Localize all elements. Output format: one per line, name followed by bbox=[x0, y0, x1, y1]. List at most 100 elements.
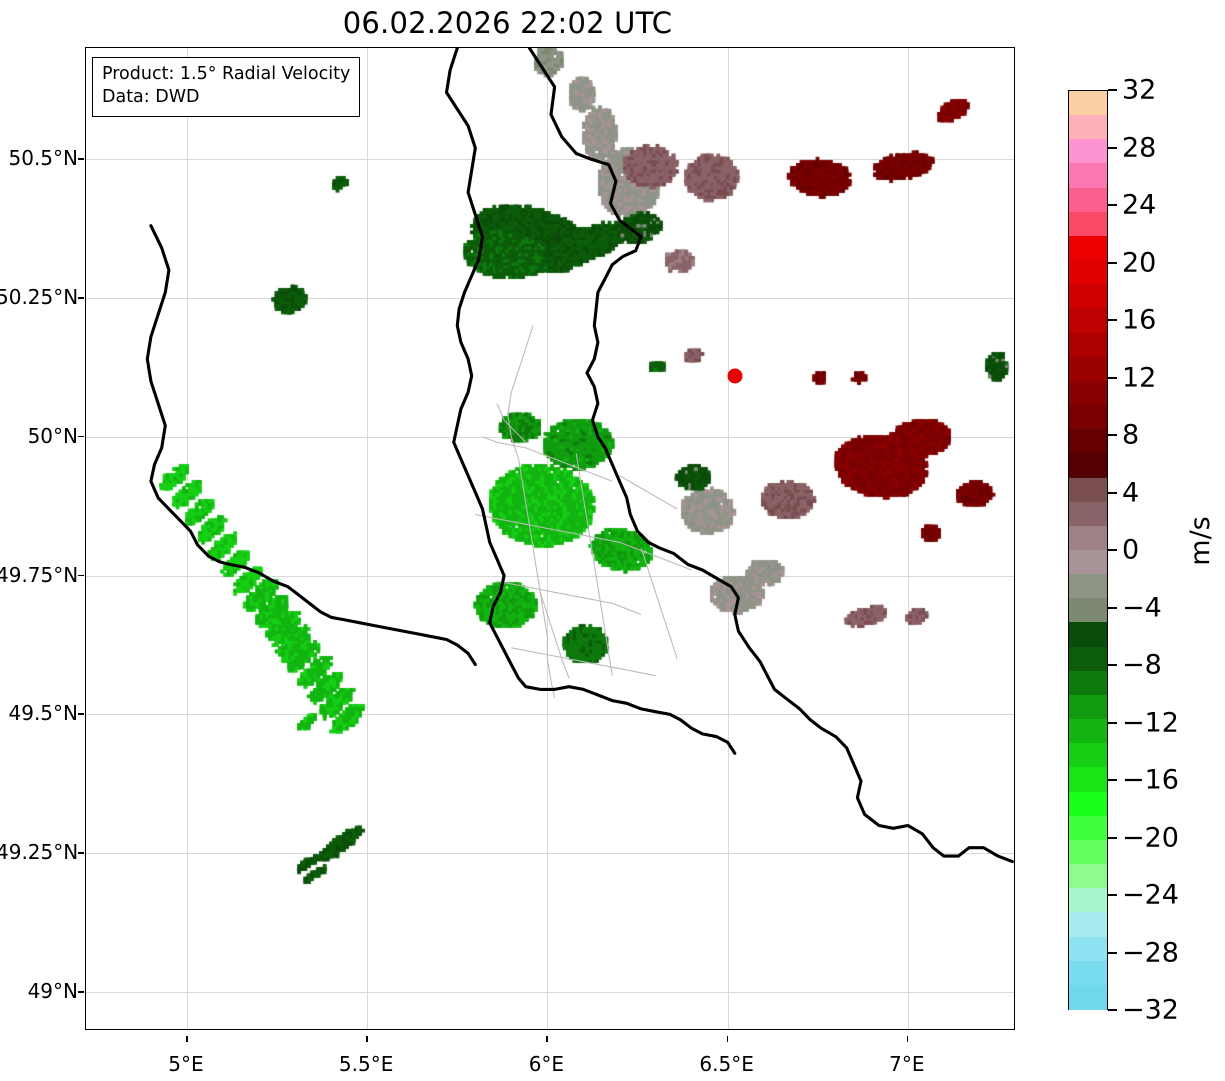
district-border-path bbox=[475, 513, 692, 571]
y-axis-tick-mark bbox=[78, 574, 84, 577]
y-axis-tick-mark bbox=[78, 158, 84, 160]
colorbar-tick-mark bbox=[1108, 606, 1117, 609]
district-border-path bbox=[496, 403, 527, 443]
district-border-path bbox=[640, 547, 678, 660]
colorbar-segment bbox=[1069, 646, 1107, 672]
y-axis-tick-mark bbox=[78, 991, 84, 993]
country-border-path bbox=[527, 48, 1014, 864]
y-axis-tick-label: 49.5°N bbox=[8, 701, 79, 726]
y-axis-tick-label: 49.75°N bbox=[0, 562, 79, 587]
map-borders-layer bbox=[145, 48, 1014, 864]
map-canvas bbox=[86, 48, 1014, 1029]
colorbar-segment bbox=[1069, 888, 1107, 914]
x-axis-tick-mark bbox=[546, 1036, 548, 1042]
colorbar-tick-label: −28 bbox=[1122, 937, 1179, 968]
district-border-path bbox=[575, 453, 613, 676]
colorbar-segment bbox=[1069, 308, 1107, 334]
country-border-path bbox=[444, 48, 737, 755]
colorbar-segment bbox=[1069, 670, 1107, 697]
colorbar-segment bbox=[1069, 501, 1107, 527]
page-title: 06.02.2026 22:02 UTC bbox=[342, 6, 673, 40]
y-axis-tick-label: 49.25°N bbox=[0, 840, 79, 865]
radar-site-marker[interactable] bbox=[727, 368, 743, 384]
x-axis-tick-label: 5°E bbox=[168, 1052, 204, 1076]
country-borders bbox=[145, 48, 1014, 864]
colorbar-tick-mark bbox=[1108, 491, 1117, 494]
colorbar-tick-mark bbox=[1108, 1009, 1117, 1011]
colorbar-tick-label: −20 bbox=[1122, 822, 1179, 853]
colorbar-gradient bbox=[1068, 90, 1108, 1011]
y-axis-tick-label: 49°N bbox=[27, 979, 78, 1004]
colorbar-segment bbox=[1069, 284, 1107, 310]
colorbar-tick-label: −4 bbox=[1122, 592, 1162, 623]
x-axis-tick-mark bbox=[185, 1036, 188, 1042]
colorbar[interactable] bbox=[1068, 90, 1108, 1011]
colorbar-tick-mark bbox=[1108, 664, 1117, 666]
colorbar-tick-mark bbox=[1108, 721, 1117, 724]
colorbar-segment bbox=[1069, 815, 1107, 841]
colorbar-tick-label: 0 bbox=[1122, 534, 1140, 566]
colorbar-tick-mark bbox=[1108, 894, 1117, 896]
district-border-path bbox=[511, 647, 656, 677]
colorbar-tick-mark bbox=[1108, 376, 1117, 379]
colorbar-tick-label: −24 bbox=[1122, 879, 1179, 911]
colorbar-tick-mark bbox=[1108, 434, 1117, 436]
colorbar-tick-label: −16 bbox=[1122, 764, 1179, 796]
colorbar-tick-label: 12 bbox=[1122, 362, 1157, 393]
colorbar-segment bbox=[1069, 598, 1107, 624]
colorbar-tick-mark bbox=[1108, 89, 1117, 91]
colorbar-segment bbox=[1069, 260, 1107, 286]
colorbar-segment bbox=[1069, 694, 1107, 721]
colorbar-segment bbox=[1069, 139, 1107, 165]
radar-echo-layer bbox=[86, 48, 1014, 1029]
colorbar-tick-mark bbox=[1108, 261, 1117, 264]
district-border-path bbox=[539, 592, 556, 698]
colorbar-segment bbox=[1069, 550, 1107, 576]
colorbar-segment bbox=[1069, 163, 1107, 189]
x-axis-tick-mark bbox=[906, 1036, 909, 1042]
colorbar-tick-label: 4 bbox=[1122, 477, 1140, 508]
colorbar-segment bbox=[1069, 477, 1107, 503]
district-border-path bbox=[507, 325, 570, 679]
colorbar-tick-labels: 32 28 24 20 16 12 8 4 0 −4 −8 −12 −16 −20 −24 −28 −32 bbox=[1108, 75, 1218, 1026]
x-axis-ticks: 5°E 5.5°E 6°E 6.5°E 7°E bbox=[85, 1036, 1015, 1076]
district-border-path bbox=[496, 580, 642, 615]
y-axis-tick-label: 50.5°N bbox=[8, 146, 79, 171]
y-axis-tick-mark bbox=[78, 852, 84, 854]
colorbar-tick-label: −8 bbox=[1122, 649, 1162, 681]
colorbar-segment bbox=[1069, 936, 1107, 962]
district-border-path bbox=[619, 475, 678, 510]
x-axis-tick-label: 6.5°E bbox=[699, 1052, 754, 1076]
y-axis-tick-mark bbox=[78, 713, 84, 716]
colorbar-segment bbox=[1069, 332, 1107, 358]
y-axis-tick-label: 50°N bbox=[27, 423, 78, 448]
colorbar-tick-label: −32 bbox=[1122, 994, 1179, 1026]
colorbar-tick-label: 24 bbox=[1122, 189, 1157, 221]
x-axis-tick-label: 7°E bbox=[889, 1052, 925, 1076]
colorbar-tick-mark bbox=[1108, 319, 1117, 321]
colorbar-segment bbox=[1069, 719, 1107, 745]
colorbar-segment bbox=[1069, 984, 1107, 1011]
y-axis-tick-mark bbox=[78, 435, 84, 438]
colorbar-tick-mark bbox=[1108, 951, 1117, 954]
colorbar-segment bbox=[1069, 211, 1107, 238]
colorbar-segment bbox=[1069, 235, 1107, 262]
colorbar-segment bbox=[1069, 405, 1107, 431]
colorbar-segment bbox=[1069, 839, 1107, 866]
district-borders bbox=[475, 325, 692, 698]
product-label: Product: 1.5° Radial Velocity bbox=[102, 64, 351, 84]
colorbar-segment bbox=[1069, 525, 1107, 552]
colorbar-tick-label: 28 bbox=[1122, 132, 1157, 163]
colorbar-segment bbox=[1069, 380, 1107, 407]
colorbar-tick-mark bbox=[1108, 549, 1117, 551]
radar-map-plot[interactable] bbox=[85, 47, 1015, 1030]
colorbar-tick-label: 16 bbox=[1122, 304, 1157, 336]
colorbar-tick-label: −12 bbox=[1122, 707, 1179, 738]
colorbar-tick-label: 20 bbox=[1122, 247, 1157, 278]
colorbar-segment bbox=[1069, 912, 1107, 938]
colorbar-segment bbox=[1069, 743, 1107, 769]
x-axis-tick-label: 5.5°E bbox=[338, 1052, 394, 1076]
colorbar-segment bbox=[1069, 960, 1107, 986]
colorbar-segment bbox=[1069, 429, 1107, 455]
colorbar-tick-mark bbox=[1108, 146, 1117, 149]
